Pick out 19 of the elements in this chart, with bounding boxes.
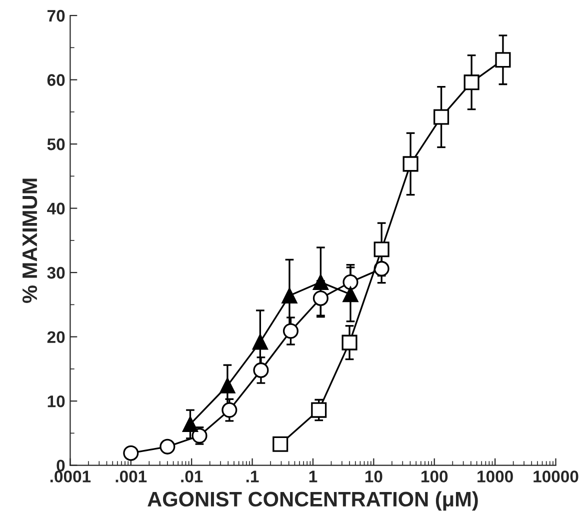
x-tick-label: .1 — [246, 470, 259, 482]
y-tick-label: 10 — [48, 395, 65, 408]
x-tick-label: 1 — [309, 470, 318, 482]
x-tick-label: 1000 — [478, 470, 513, 482]
y-axis-title: % MAXIMUM — [22, 178, 38, 303]
x-tick-label: .0001 — [50, 470, 91, 482]
x-tick-label: 100 — [422, 470, 448, 482]
x-tick-label: 10 — [365, 470, 382, 482]
y-tick-label: 50 — [47, 138, 65, 150]
y-tick-label: 20 — [47, 331, 65, 343]
y-tick-label: 60 — [47, 74, 65, 86]
y-tick-label: 30 — [47, 266, 65, 279]
x-axis-title: AGONIST CONCENTRATION (μM) — [148, 491, 478, 511]
y-tick-label: 0 — [56, 460, 65, 472]
x-tick-label: .01 — [181, 470, 203, 482]
y-tick-label: 40 — [47, 202, 65, 214]
x-tick-label: .001 — [116, 470, 147, 482]
y-tick-label: 70 — [48, 10, 65, 22]
x-tick-label: 10000 — [534, 470, 578, 482]
